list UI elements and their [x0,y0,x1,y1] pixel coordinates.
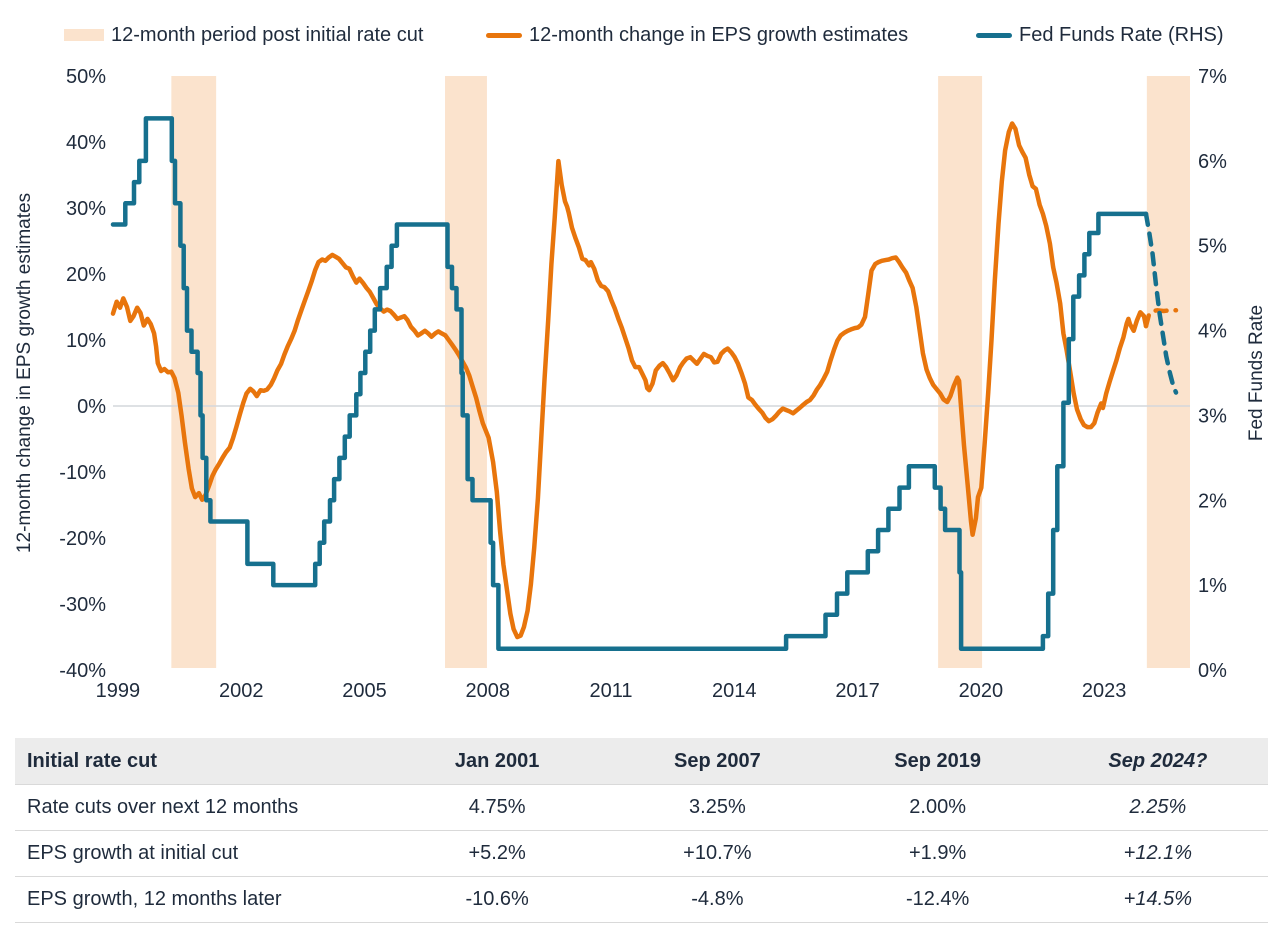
legend-item-band: 12-month period post initial rate cut [64,22,423,48]
ffr-line-swatch [976,32,1012,38]
right-axis-tick: 4% [1198,321,1227,343]
table-cell: -12.4% [905,888,970,910]
left-axis-tick: 20% [66,264,106,286]
legend-eps-label: 12-month change in EPS growth estimates [529,23,909,46]
left-axis-tick: 0% [77,396,106,418]
x-axis-tick: 2002 [219,680,264,702]
table-cell: -4.8% [691,888,744,910]
legend-band-label: 12-month period post initial rate cut [111,23,424,46]
left-axis-tick: 50% [66,66,106,88]
table-row: Rate cuts over next 12 months 4.75% 3.25% 2… [15,784,1268,831]
left-axis-tick: 30% [66,198,106,220]
right-axis-tick: 7% [1198,66,1227,88]
left-axis-tick: 10% [66,330,106,352]
x-axis-tick: 2017 [835,680,880,702]
x-axis-tick: 2008 [466,680,511,702]
legend-item-ffr: Fed Funds Rate (RHS) [976,22,1224,48]
table-cell: +12.1% [1123,842,1193,864]
fed-funds-line-forecast [1143,211,1179,395]
right-axis-tick: 3% [1198,405,1227,427]
eps-growth-line [110,121,1149,640]
right-axis-title: Fed Funds Rate [1246,305,1267,441]
table-header: Initial rate cut Jan 2001 Sep 2007 Sep 2019… [15,738,1268,785]
eps-line-swatch [486,32,522,38]
table-row-label-header: Initial rate cut [15,738,387,785]
x-axis-tick: 2005 [342,680,387,702]
table-cell: -10.6% [465,888,529,910]
x-axis-tick: 2011 [590,680,633,702]
table-col-header: Jan 2001 [387,738,608,785]
dual-axis-line-chart: 50% 40% 30% 20% 10% 0% -10% -20% -30% -40% 7% 6% 5% 4… [14,66,1267,702]
eps-growth-line-forecast [1143,308,1179,329]
rate-cut-summary-table: Initial rate cut Jan 2001 Sep 2007 Sep 2019… [15,738,1268,923]
legend-ffr-label: Fed Funds Rate (RHS) [1019,23,1224,46]
table-cell: 3.25% [689,796,746,818]
right-axis-tick: 0% [1198,660,1227,682]
right-axis-tick: 5% [1198,236,1227,258]
band-swatch [64,29,104,41]
x-axis-tick: 2020 [959,680,1004,702]
table-row-label: Rate cuts over next 12 months [27,796,299,818]
left-axis-tick: 40% [66,132,106,154]
table-row-label: EPS growth, 12 months later [27,888,282,910]
left-axis-tick: -10% [59,462,106,484]
table-cell: +10.7% [683,842,752,864]
table-cell: +1.9% [908,842,967,864]
fed-funds-line [110,116,1149,652]
table-cell: 2.00% [909,796,966,818]
left-axis-tick: -30% [59,594,106,616]
table-body: Rate cuts over next 12 months 4.75% 3.25% 2… [15,784,1268,923]
table-col-header: Sep 2019 [827,738,1048,785]
table-col-header: Sep 2024? [1047,738,1268,785]
x-axis-tick: 1999 [96,680,141,702]
legend-item-eps: 12-month change in EPS growth estimates [486,22,908,48]
table-row: EPS growth at initial cut +5.2% +10.7% +1.9… [15,830,1268,877]
table-row-label: EPS growth at initial cut [27,842,239,864]
right-axis-tick: 6% [1198,151,1227,173]
right-axis-tick: 1% [1198,575,1227,597]
table-cell: +14.5% [1123,888,1193,910]
table-cell: 4.75% [468,796,526,818]
x-axis-tick: 2023 [1082,680,1127,702]
rate-cut-period-band [171,76,217,668]
x-axis-tick: 2014 [712,680,757,702]
table-cell: 2.25% [1129,796,1187,818]
table-row: EPS growth, 12 months later -10.6% -4.8% -1… [15,876,1268,923]
left-axis-title: 12-month change in EPS growth estimates [14,193,35,553]
table-col-header: Sep 2007 [607,738,828,785]
right-axis-tick: 2% [1198,490,1227,512]
table-cell: +5.2% [468,842,526,864]
table-header-row: Initial rate cut Jan 2001 Sep 2007 Sep 2019… [15,738,1268,785]
left-axis-tick: -20% [59,528,106,550]
left-axis-tick: -40% [59,660,106,682]
